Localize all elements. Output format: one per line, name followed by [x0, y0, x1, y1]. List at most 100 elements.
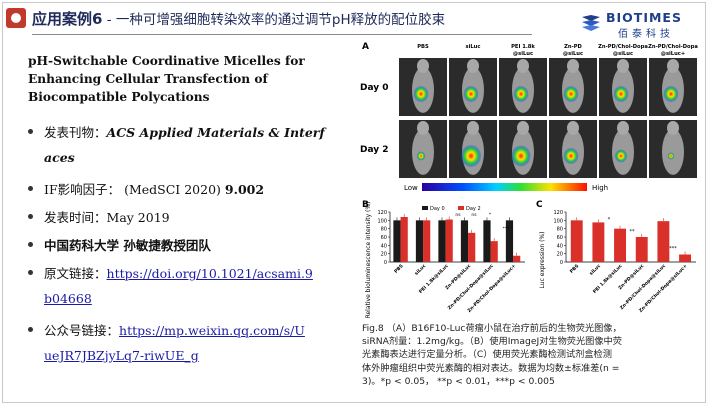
x-tick-label: PBS — [569, 263, 580, 274]
mouse-silhouette — [662, 128, 684, 175]
group-label: Zn-PD — [564, 44, 582, 50]
bar — [468, 232, 476, 262]
wechat-link[interactable]: https://mp.weixin.qq.com/s/U — [119, 323, 305, 338]
y-tick-label: 100 — [377, 218, 387, 224]
y-tick-label: 20 — [381, 252, 387, 258]
journal-name: ACS Applied Materials & Interf — [106, 125, 325, 140]
biotimes-logo: BIOTIMES 佰泰科技 — [578, 10, 704, 40]
group-label: Zn-PD/Chol-Dopa — [598, 44, 648, 50]
mouse-head — [567, 59, 579, 73]
doi-link-cont[interactable]: b04668 — [44, 291, 92, 306]
results-figure: A PBS siLuc PEI 1.8k @siLuc Zn-PD @siLuc Zn-PD… — [360, 40, 705, 320]
colorbar-high-label: High — [592, 184, 608, 192]
bar — [657, 221, 670, 262]
x-tick-label: siLuc — [414, 263, 428, 277]
mouse-head — [567, 121, 579, 135]
significance-mark: * — [608, 217, 611, 223]
bioluminescence-signal — [667, 152, 675, 160]
bioluminescence-signal — [413, 85, 429, 102]
y-tick-label: 60 — [381, 235, 387, 241]
mouse-head — [417, 121, 429, 135]
bioluminescence-signal — [513, 85, 529, 102]
bullet-dot — [28, 129, 33, 134]
x-tick-label: Zn-PD/Chol-Dopa@siLuc — [619, 263, 667, 311]
mouse-head — [617, 121, 629, 135]
mouse-silhouette — [412, 128, 434, 175]
bullet-dot — [28, 242, 33, 247]
y-tick-label: 0 — [560, 260, 563, 266]
significance-mark: ns — [455, 213, 461, 218]
bar — [415, 220, 424, 262]
paper-title-line: pH-Switchable Coordinative Micelles for — [28, 54, 305, 68]
case-marker-icon — [6, 8, 26, 28]
title-main: 应用案例6 — [32, 10, 103, 28]
caption-line: 体外肿瘤组织中荧光素酶的相对表达。数据为均数±标准差(n = — [362, 362, 620, 374]
bullet-dot — [28, 270, 33, 275]
caption-line: Fig.8 （A）B16F10-Luc荷瘤小鼠在治疗前后的生物荧光图像， — [362, 323, 622, 334]
journal-label: 发表刊物： — [44, 125, 107, 140]
bullet-dot — [28, 186, 33, 191]
doi-link[interactable]: https://doi.org/10.1021/acsami.9 — [106, 266, 313, 281]
legend-swatch — [458, 206, 464, 210]
journal-name-cont: aces — [44, 150, 75, 165]
legend-label: Day 0 — [430, 206, 445, 212]
paper-title-line: Biocompatible Polycations — [28, 90, 210, 104]
caption-line: 3)。*p < 0.05， **p < 0.01，***p < 0.005 — [362, 375, 555, 387]
x-tick-label: Zn-PD/Chol-Dopa@siLuc — [447, 263, 495, 311]
bioluminescence-signal — [663, 85, 679, 102]
bioluminescence-signal — [563, 147, 579, 164]
bioluminescence-signal — [463, 85, 479, 102]
mouse-head — [467, 59, 479, 73]
bioluminescence-signal — [613, 85, 629, 102]
bar — [445, 219, 453, 262]
doi-label: 原文链接： — [44, 266, 107, 281]
mouse-head — [667, 121, 679, 135]
y-tick-label: 120 — [377, 210, 387, 216]
bar — [592, 222, 605, 262]
bullet-dot — [28, 214, 33, 219]
if-source: (MedSCI 2020) — [124, 182, 221, 197]
bar — [614, 228, 627, 262]
chart-b-ylabel: Relative bioluminescence intensity (%) — [365, 202, 372, 319]
wechat-link-cont[interactable]: ueJR7JBZjyLq7-riwUE_g — [44, 348, 199, 363]
bioluminescence-signal — [614, 149, 628, 163]
panel-b-label: B — [362, 200, 369, 210]
bullet-dot — [28, 327, 33, 332]
group-label: Zn-PD/Chol-Dopa — [648, 44, 698, 50]
slide-title: 应用案例6 - 一种可增强细胞转染效率的通过调节pH释放的配位胶束 — [32, 8, 445, 29]
mouse-head — [417, 59, 429, 73]
research-group: 中国药科大学 孙敏捷教授团队 — [44, 238, 211, 253]
bioluminescence-image-grid — [399, 58, 697, 178]
title-separator: - — [102, 12, 116, 28]
y-tick-label: 40 — [557, 243, 563, 249]
y-tick-label: 120 — [553, 210, 563, 216]
date-label: 发表时间： — [44, 210, 107, 225]
paper-info: pH-Switchable Coordinative Micelles for … — [24, 52, 346, 106]
if-value: 9.002 — [224, 182, 265, 197]
mouse-head — [517, 121, 529, 135]
bar — [635, 237, 648, 262]
caption-line: 光素酶表达进行定量分析。（C）使用荧光素酶检测试剂盒检测 — [362, 349, 612, 361]
colorbar-low-label: Low — [404, 184, 418, 192]
paper-title: pH-Switchable Coordinative Micelles for … — [28, 52, 346, 106]
bar — [483, 220, 491, 262]
group-label: @siLuc — [613, 51, 633, 57]
bar — [490, 241, 498, 262]
significance-mark: ns — [471, 213, 477, 218]
significance-mark: ** — [630, 229, 636, 235]
group-label: @siLuc — [563, 51, 583, 57]
group-label: siLuc — [466, 44, 481, 50]
bar — [570, 220, 583, 262]
significance-mark: * — [489, 212, 492, 218]
y-tick-label: 40 — [381, 243, 387, 249]
group-labels: PBS siLuc PEI 1.8k@siLucZn-PD@siLucZn-PD/C… — [417, 44, 698, 57]
mouse-head — [517, 59, 529, 73]
mouse-head — [667, 59, 679, 73]
biotimes-logo-icon — [582, 15, 600, 31]
y-tick-label: 60 — [557, 235, 563, 241]
slide-header: 应用案例6 - 一种可增强细胞转染效率的通过调节pH释放的配位胶束 BIOTIM… — [0, 0, 709, 44]
header-divider — [32, 34, 532, 35]
bar — [438, 220, 446, 262]
bar — [460, 220, 469, 262]
